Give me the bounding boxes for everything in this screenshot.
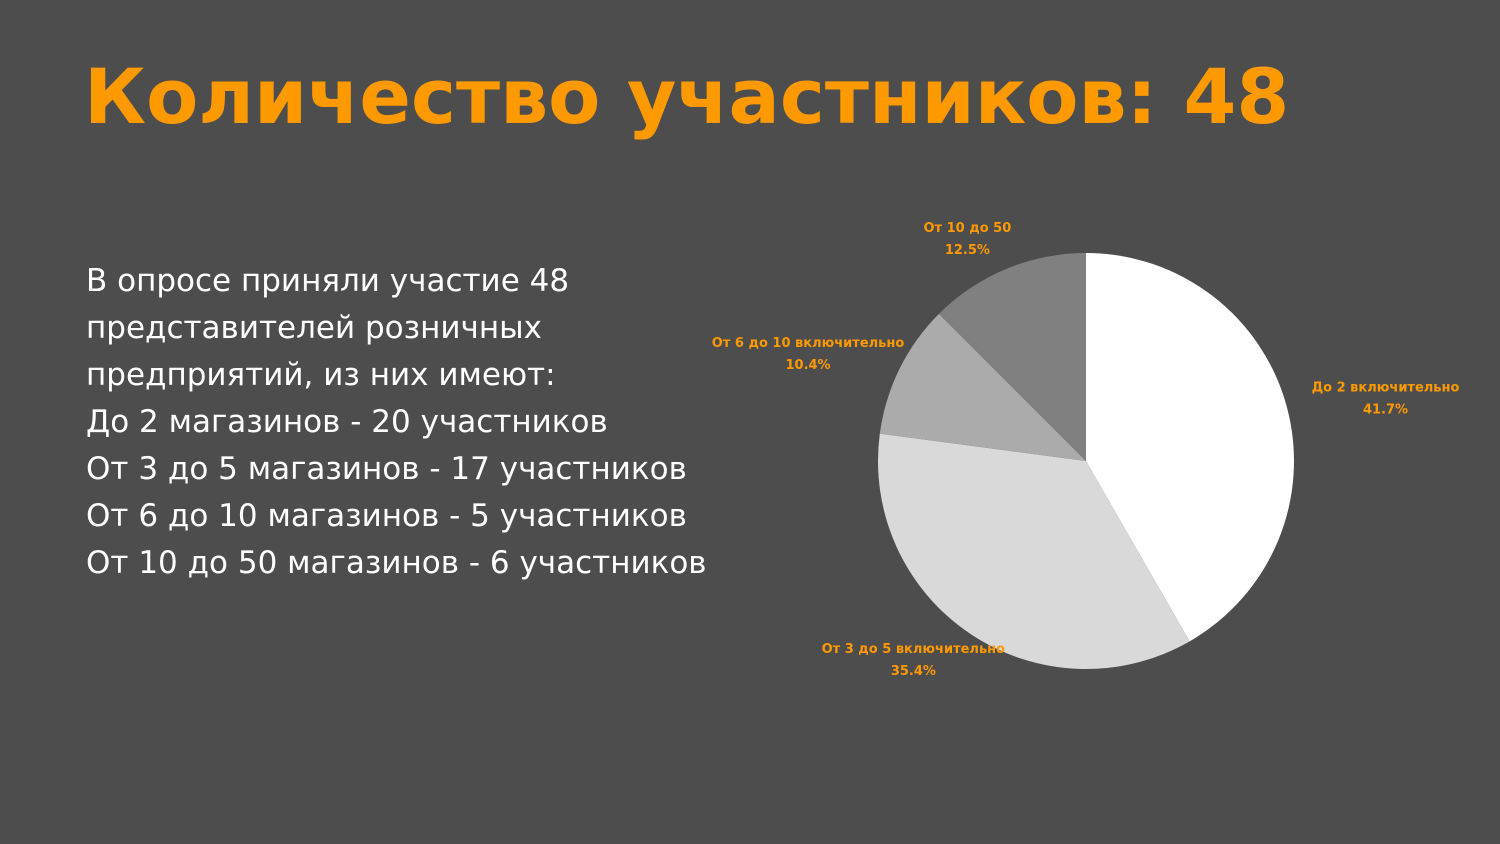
body-text: В опросе приняли участие 48 представителе…	[86, 258, 707, 587]
slice-value-label: 35.4%	[891, 664, 936, 679]
pie-slice	[879, 313, 1086, 461]
body-line: В опросе приняли участие 48	[86, 263, 570, 299]
slice-value-label: 12.5%	[945, 243, 990, 258]
body-line: До 2 магазинов - 20 участников	[86, 404, 608, 440]
slice-label: От 3 до 5 включительно	[822, 642, 1006, 657]
slide-title: Количество участников: 48	[84, 52, 1290, 141]
pie-slice	[938, 253, 1086, 461]
slice-label: До 2 включительно	[1312, 381, 1460, 396]
body-line: представителей розничных	[86, 310, 542, 346]
slice-value-label: 41.7%	[1363, 403, 1408, 418]
slice-label: От 6 до 10 включительно	[712, 336, 905, 351]
body-line: предприятий, из них имеют:	[86, 357, 556, 393]
body-line: От 6 до 10 магазинов - 5 участников	[86, 498, 687, 534]
body-line: От 10 до 50 магазинов - 6 участников	[86, 545, 707, 581]
pie-slice	[1086, 253, 1295, 642]
slice-label: От 10 до 50	[923, 221, 1011, 236]
pie-slice	[877, 433, 1190, 669]
body-line: От 3 до 5 магазинов - 17 участников	[86, 451, 687, 487]
slice-value-label: 10.4%	[785, 358, 830, 373]
